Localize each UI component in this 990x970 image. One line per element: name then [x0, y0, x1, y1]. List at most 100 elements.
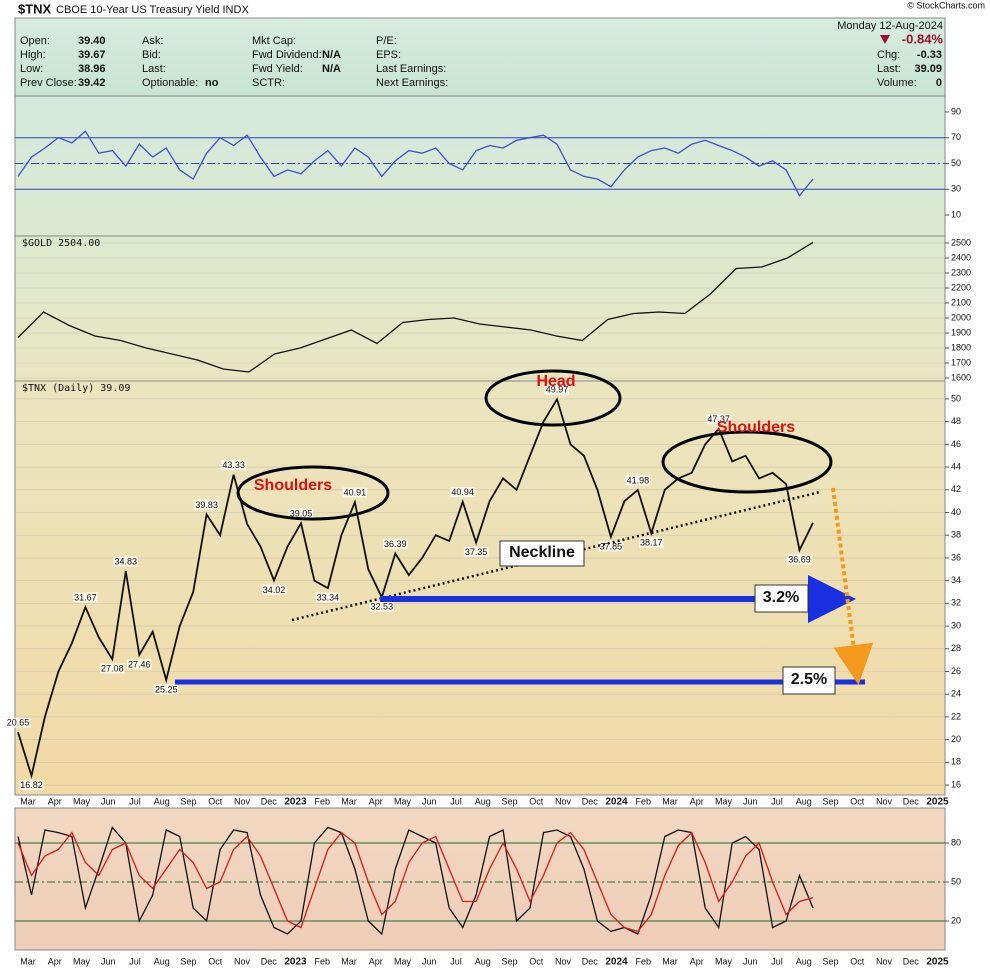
- y-tick-label: 2300: [951, 267, 971, 277]
- data-label: 37.85: [600, 541, 623, 551]
- y-tick-label: 1700: [951, 357, 971, 367]
- series-line: [17, 826, 814, 936]
- x-tick-label: 2023: [284, 957, 307, 968]
- data-label: 27.46: [128, 659, 151, 669]
- y-tick-label: 44: [951, 461, 961, 471]
- field-value: -0.33: [917, 49, 942, 61]
- x-tick-label: Oct: [208, 796, 223, 806]
- data-label: 43.33: [222, 460, 245, 470]
- x-tick-label: Jul: [450, 796, 462, 806]
- y-tick-label: 30: [951, 184, 961, 194]
- x-tick-label: Apr: [369, 796, 383, 806]
- panels: 10 30 50 70 90 1600 1700 1800 1900 2000 2100 2200 23…: [5, 95, 971, 968]
- data-label-bg: [153, 684, 179, 695]
- field-label: SCTR:: [252, 77, 285, 89]
- y-tick-label: 32: [951, 598, 961, 608]
- data-label-bg: [315, 592, 341, 603]
- data-label: 39.83: [195, 500, 218, 510]
- annotation: 2.5%: [791, 671, 827, 688]
- x-tick-label: Jun: [101, 956, 116, 966]
- x-tick-label: Oct: [529, 956, 544, 966]
- series-line: [17, 241, 814, 373]
- data-label-bg: [221, 460, 246, 471]
- data-label-bg: [625, 475, 651, 486]
- y-tick-label: 46: [951, 439, 961, 449]
- data-label: 27.08: [101, 664, 124, 674]
- field-value: no: [205, 77, 219, 89]
- x-tick-label: Apr: [690, 796, 704, 806]
- description: CBOE 10-Year US Treasury Yield INDX: [56, 4, 249, 16]
- data-label: 32.53: [371, 602, 394, 612]
- y-tick-label: 30: [951, 620, 961, 630]
- field-value: 0: [936, 77, 942, 89]
- data-label-bg: [463, 546, 489, 557]
- y-tick-label: 40: [951, 507, 961, 517]
- x-tick-label: Dec: [582, 956, 599, 966]
- y-tick-label: 2000: [951, 312, 971, 322]
- x-tick-label: Feb: [635, 796, 651, 806]
- y-tick-label: 50: [951, 876, 961, 886]
- y-tick-label: 48: [951, 416, 961, 426]
- field-label: Fwd Dividend:: [252, 49, 322, 61]
- x-tick-label: Nov: [555, 956, 572, 966]
- data-label-bg: [194, 499, 219, 510]
- x-tick-label: Aug: [154, 796, 170, 806]
- x-tick-label: Aug: [796, 956, 812, 966]
- x-tick-label: 2025: [926, 957, 949, 968]
- annotation: Shoulders: [254, 477, 332, 494]
- data-label-bg: [288, 508, 314, 519]
- x-tick-label: Feb: [314, 956, 330, 966]
- x-tick-label: 2023: [284, 797, 307, 808]
- y-tick-label: 70: [951, 132, 961, 142]
- field-label: EPS:: [376, 49, 401, 61]
- x-tick-label: Aug: [475, 796, 491, 806]
- x-tick-label: Mar: [341, 956, 357, 966]
- field-value: 39.67: [78, 49, 106, 61]
- series-line: [17, 397, 814, 780]
- credit: © StockCharts.com: [907, 0, 985, 10]
- x-tick-label: Dec: [903, 796, 920, 806]
- y-tick-label: 2100: [951, 297, 971, 307]
- x-tick-label: Jun: [101, 796, 116, 806]
- data-label-bg: [19, 780, 44, 791]
- y-tick-label: 2200: [951, 282, 971, 292]
- field-label: Bid:: [142, 49, 161, 61]
- field-label: Ask:: [142, 35, 163, 47]
- field-label: Last Earnings:: [376, 63, 446, 75]
- change-pct: -0.84%: [902, 31, 944, 46]
- series-line: [17, 831, 814, 933]
- y-tick-label: 1900: [951, 327, 971, 337]
- label-box: [782, 666, 836, 695]
- field-label: Last:: [142, 63, 166, 75]
- y-tick-label: 38: [951, 530, 961, 540]
- x-tick-label: Apr: [48, 956, 62, 966]
- y-tick-label: 10: [951, 209, 961, 219]
- x-tick-label: Jun: [422, 956, 437, 966]
- data-label-bg: [787, 554, 812, 565]
- x-tick-label: Sep: [822, 796, 838, 806]
- field-label: Chg:: [877, 49, 900, 61]
- y-tick-label: 36: [951, 552, 961, 562]
- annotation: 3.2%: [763, 589, 799, 606]
- y-tick-label: 50: [951, 158, 961, 168]
- y-tick-label: 2500: [951, 237, 971, 247]
- x-tick-label: Jun: [743, 956, 758, 966]
- x-tick-label: Aug: [475, 956, 491, 966]
- field-value: 39.40: [78, 35, 106, 47]
- x-tick-label: Jul: [129, 956, 141, 966]
- y-tick-label: 24: [951, 689, 961, 699]
- data-label: 38.17: [640, 538, 663, 548]
- x-tick-label: Jun: [743, 796, 758, 806]
- annotations: Head Shoulders Shoulders Neckline 3.2% 2.5%: [175, 369, 874, 695]
- legend-label: $GOLD 2504.00: [22, 238, 100, 249]
- x-tick-label: 2025: [926, 797, 949, 808]
- x-tick-label: May: [394, 956, 412, 966]
- y-tick-label: 20: [951, 915, 961, 925]
- data-label: 36.39: [384, 539, 407, 549]
- y-tick-label: 2400: [951, 252, 971, 262]
- annotation: Head: [536, 373, 575, 390]
- data-label-bg: [113, 556, 139, 567]
- data-label: 41.98: [627, 475, 650, 485]
- y-tick-label: 16: [951, 779, 961, 789]
